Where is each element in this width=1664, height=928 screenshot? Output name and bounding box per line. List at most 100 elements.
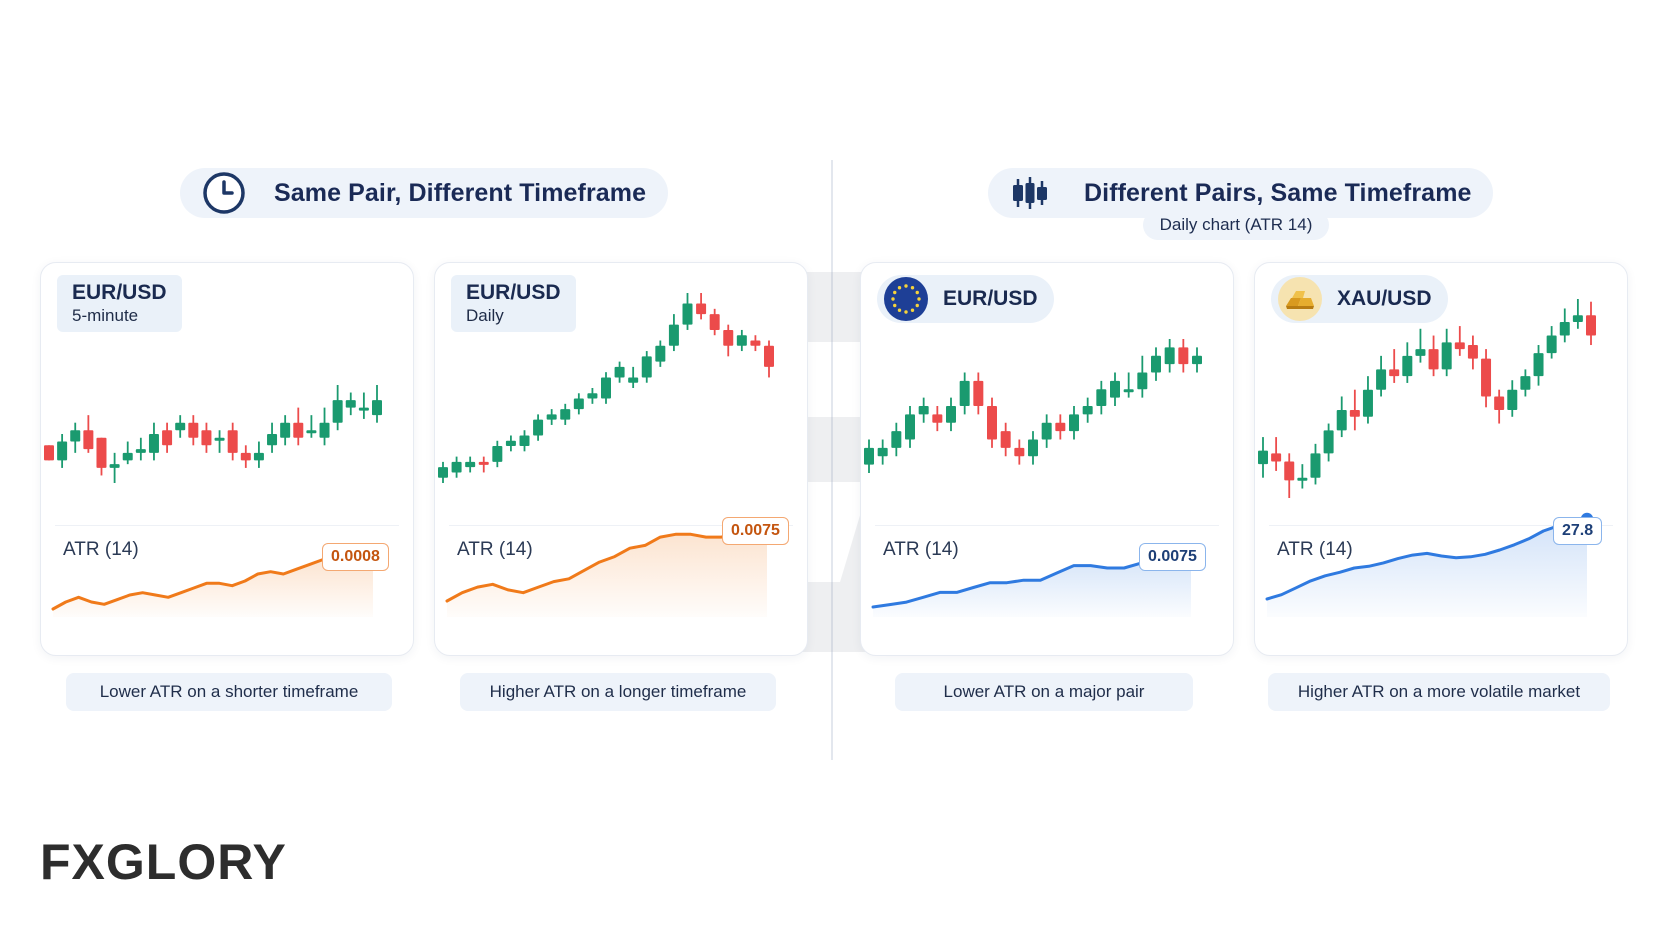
candle-body [1546,335,1557,354]
pair-name: EUR/USD [72,281,167,304]
candle-body [162,430,173,446]
atr-separator [55,525,399,526]
pair-name: EUR/USD [466,281,561,304]
candle-body [293,422,304,438]
candle-body [1096,389,1107,406]
candle-body [560,409,571,420]
candle-body [1069,414,1079,432]
eu-star [915,290,919,295]
candle-body [1297,477,1308,481]
candle-body [492,446,503,462]
candle-body [1284,461,1295,481]
candle-body [750,340,761,346]
candle-body [1415,349,1426,356]
candle-body [1055,422,1066,432]
candle-body [601,377,611,399]
candle-body [505,440,516,447]
candle-body [478,461,489,465]
eu-star [897,308,902,312]
candle-body [1014,447,1025,457]
candle-body [227,430,238,453]
candle-body [201,430,212,446]
eu-star [917,297,921,301]
brand-logo: FXGLORY [40,833,287,891]
candle-body [109,464,120,468]
atr-area [53,553,373,617]
atr-area [1267,519,1587,617]
candle-body [1336,410,1347,431]
candle-body [918,406,929,415]
candle-body [696,303,707,315]
candle-body [253,452,264,461]
clock-icon [203,172,245,214]
candle-body [1454,342,1465,350]
candle-body [932,414,943,423]
atr-value-badge: 0.0008 [322,543,389,571]
candle-body [1441,342,1452,370]
candle-body [641,356,652,378]
candle-body [682,303,693,325]
candle-body [280,422,291,438]
candle-body [1559,322,1570,336]
candle-body [1110,380,1120,398]
candle-body [1041,422,1052,440]
candle-body [1481,358,1492,397]
candle-body [1376,369,1387,390]
candle-body [240,452,251,461]
atr-line [871,549,1193,609]
candle-body [175,422,186,431]
atr-value-badge: 27.8 [1553,517,1603,545]
chart-card-xauusd: XAU/USD ATR (14) 27.8 [1254,262,1628,656]
eu-star [893,303,897,308]
candle-body [1258,450,1268,465]
candlestick-chart [44,385,382,483]
eu-star [904,284,908,288]
candle-body [959,380,970,406]
candle-body [533,419,544,436]
candle-body [736,335,747,346]
candle-body [1178,347,1189,365]
candle-body [57,441,68,461]
eu-star [897,286,902,290]
candle-body [148,434,159,453]
candle-body [465,461,476,468]
candlestick-chart [1258,299,1596,498]
candle-body [1520,376,1531,390]
atr-area [447,526,767,617]
candle-body [358,407,369,411]
candle-body [1402,355,1413,377]
candle-body [451,461,462,473]
candle-body [1428,349,1439,370]
atr-line [1265,517,1589,601]
chart-card-eurusd-major: EUR/USD ATR (14) 0.0075 [860,262,1234,656]
atr-value-badge: 0.0075 [1139,543,1206,571]
pair-name: EUR/USD [943,287,1038,310]
candle-body [709,314,720,330]
eu-star [904,310,908,314]
atr-line-chart [1265,511,1595,617]
candle-body [1137,372,1148,390]
caption-card-3: Lower ATR on a major pair [895,673,1193,711]
candle-body [345,400,356,408]
candle-body [877,447,888,457]
candle-body [438,467,448,478]
chart-card-eurusd-5m: EUR/USD 5-minute ATR (14) 0.0008 [40,262,414,656]
candle-body [1028,439,1038,457]
atr-value-badge: 0.0075 [722,517,789,545]
candle-body [70,430,81,442]
candle-body [214,437,225,441]
candle-body [1507,389,1518,411]
atr-separator [1269,525,1613,526]
candle-body [987,406,997,440]
timeframe-label: 5-minute [72,306,139,325]
candle-body [372,400,382,416]
eu-star [893,290,897,295]
section-header-left: Same Pair, Different Timeframe [180,168,668,218]
eu-star [910,308,915,312]
caption-card-1: Lower ATR on a shorter timeframe [66,673,392,711]
section-title-right: Different Pairs, Same Timeframe [1084,178,1472,207]
candlestick-chart [864,339,1202,473]
candle-body [188,422,199,438]
candle-body [319,422,330,438]
candlestick-icon [1013,177,1047,209]
